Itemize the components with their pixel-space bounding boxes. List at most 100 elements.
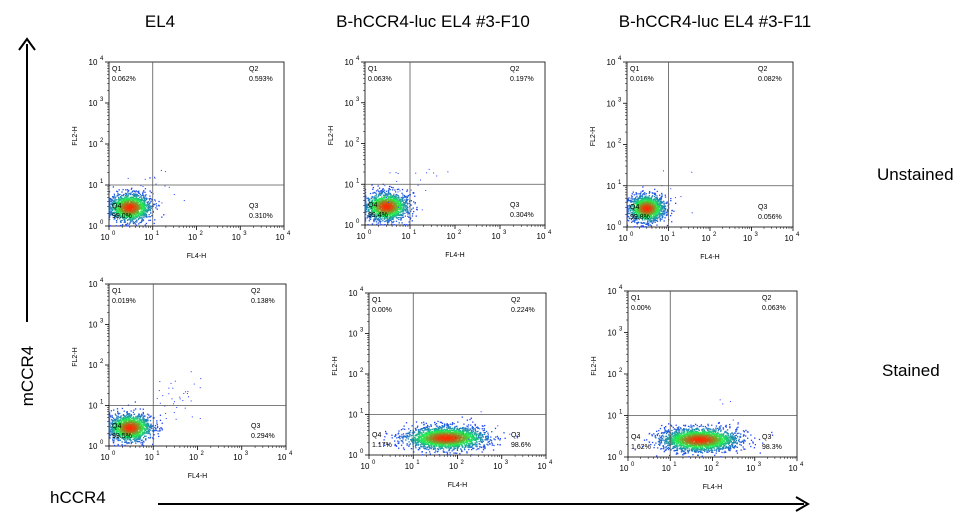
- event-dot: [377, 212, 379, 214]
- event-dot: [652, 210, 655, 212]
- event-dot: [383, 224, 385, 226]
- event-dot: [145, 209, 147, 211]
- event-dot: [112, 214, 115, 217]
- event-dot: [127, 206, 129, 208]
- event-dot: [110, 213, 113, 215]
- event-dot: [406, 206, 409, 208]
- event-dot: [390, 196, 392, 198]
- event-dot: [666, 212, 669, 214]
- event-dot: [141, 212, 143, 214]
- event-dot: [387, 201, 389, 203]
- event-dot: [653, 206, 655, 208]
- event-dot: [406, 202, 408, 204]
- event-dot: [404, 196, 407, 198]
- event-dot: [638, 210, 640, 212]
- event-dot: [404, 205, 406, 207]
- event-dot: [372, 204, 374, 207]
- event-dot: [398, 206, 401, 208]
- event-dot: [396, 199, 398, 202]
- event-dot: [394, 189, 396, 191]
- event-dot: [415, 215, 417, 217]
- event-dot: [627, 198, 629, 200]
- event-dot: [396, 210, 398, 212]
- event-dot: [142, 199, 144, 202]
- event-dot: [124, 213, 126, 216]
- quadrant-name: Q1: [630, 66, 639, 73]
- event-dot: [123, 208, 125, 210]
- event-dot: [136, 211, 138, 213]
- event-dot: [385, 206, 387, 208]
- event-dot: [129, 204, 131, 206]
- event-dot: [144, 204, 146, 206]
- event-dot: [398, 200, 401, 202]
- event-dot: [137, 202, 139, 205]
- event-dot: [659, 212, 661, 214]
- event-dot: [383, 214, 386, 216]
- event-dot: [380, 191, 383, 193]
- event-dot: [145, 208, 147, 210]
- event-dot: [379, 204, 381, 206]
- event-dot: [392, 217, 394, 219]
- event-dot: [386, 194, 388, 196]
- event-dot: [377, 210, 379, 213]
- event-dot: [134, 203, 137, 205]
- event-dot: [161, 202, 163, 204]
- event-dot: [404, 210, 407, 212]
- event-dot: [384, 208, 386, 211]
- event-dot: [637, 198, 639, 200]
- event-dot: [126, 189, 128, 191]
- event-dot: [131, 219, 133, 221]
- event-dot: [137, 195, 139, 197]
- event-dot: [123, 205, 126, 207]
- event-dot: [411, 220, 413, 222]
- event-dot: [134, 198, 136, 200]
- event-dot: [648, 195, 650, 197]
- event-dot: [152, 193, 154, 195]
- event-dot: [127, 209, 129, 211]
- event-dot: [141, 211, 143, 213]
- event-dot: [133, 215, 135, 218]
- event-dot: [403, 209, 405, 211]
- event-dot: [428, 168, 430, 170]
- event-dot: [392, 201, 395, 203]
- event-dot: [636, 195, 638, 197]
- event-dot: [108, 184, 111, 187]
- event-dot: [369, 208, 371, 210]
- event-dot: [375, 221, 378, 223]
- event-dot: [138, 190, 140, 192]
- event-dot: [386, 203, 388, 206]
- event-dot: [375, 210, 377, 212]
- event-dot: [149, 209, 151, 211]
- event-dot: [664, 196, 667, 198]
- event-dot: [366, 206, 368, 209]
- event-dot: [119, 212, 122, 215]
- event-dot: [658, 215, 660, 218]
- event-dot: [126, 215, 129, 217]
- event-dot: [372, 219, 375, 221]
- event-dot: [111, 203, 114, 206]
- event-dot: [402, 198, 404, 200]
- event-dot: [370, 200, 372, 203]
- event-dot: [143, 206, 145, 208]
- quadrant-percent: 0.082%: [758, 76, 782, 83]
- event-dot: [380, 224, 382, 226]
- event-dot: [393, 216, 396, 218]
- event-dot: [149, 216, 151, 218]
- event-dot: [130, 217, 132, 219]
- x-tick-exponent: 3: [503, 230, 507, 236]
- event-dot: [634, 200, 637, 203]
- event-dot: [400, 218, 402, 221]
- event-dot: [397, 211, 400, 213]
- event-dot: [395, 208, 397, 210]
- event-dot: [377, 202, 379, 204]
- event-dot: [380, 198, 382, 200]
- event-dot: [142, 408, 144, 410]
- event-dot: [662, 212, 664, 214]
- event-dot: [636, 201, 638, 203]
- event-dot: [381, 208, 384, 211]
- event-dot: [641, 225, 643, 227]
- event-dot: [125, 202, 128, 204]
- event-dot: [379, 197, 381, 200]
- event-dot: [371, 201, 373, 203]
- event-dot: [368, 204, 370, 206]
